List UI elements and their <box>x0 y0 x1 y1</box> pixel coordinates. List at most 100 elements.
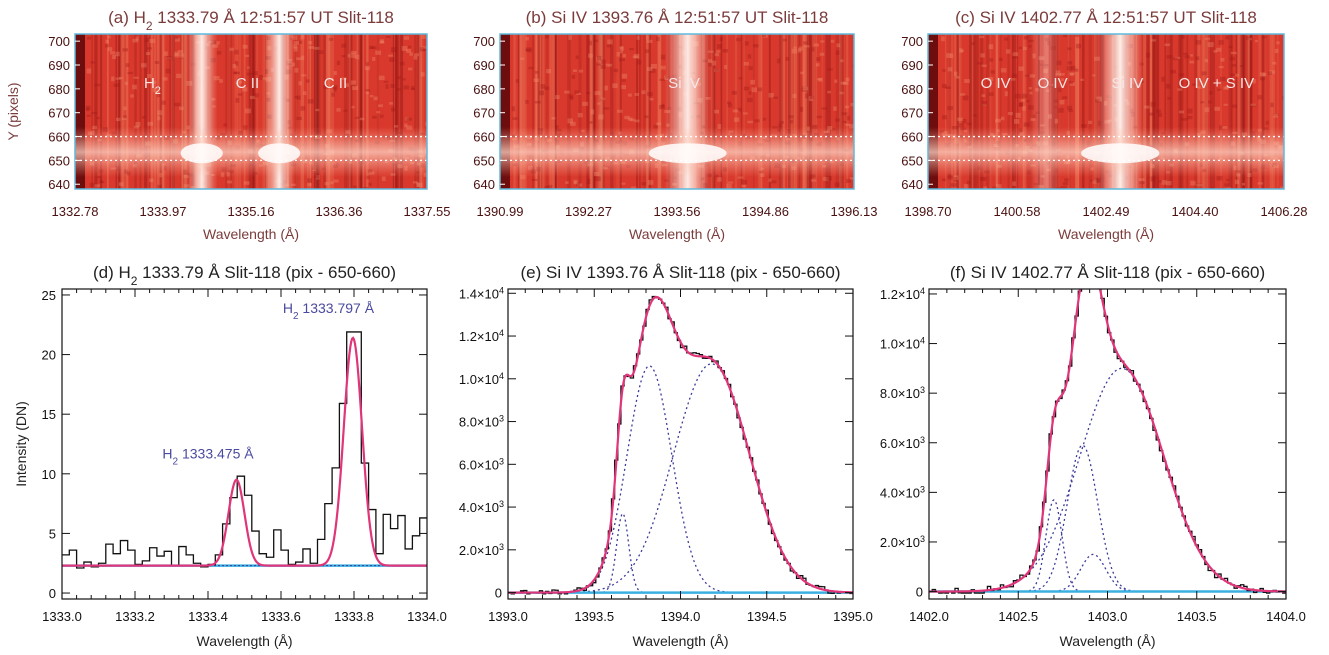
y-tick-label: 680 <box>48 82 70 97</box>
y-tick-label: 0 <box>495 586 502 601</box>
panel-title: (b) Si IV 1393.76 Å 12:51:57 UT Slit-118 <box>526 8 829 27</box>
y-tick-label: 1.2×104 <box>459 328 504 344</box>
bright-spot <box>648 143 727 164</box>
x-tick-label: 1394.0 <box>661 609 701 624</box>
x-tick-label: 1337.55 <box>404 204 451 219</box>
y-tick-label: 6.0×103 <box>459 456 504 472</box>
x-axis-label: Wavelength (Å) <box>203 226 299 242</box>
bright-band <box>75 127 427 178</box>
y-tick-label: 20 <box>42 348 56 363</box>
gaussian-component <box>508 363 853 594</box>
panel-c: (c) Si IV 1402.77 Å 12:51:57 UT Slit-118… <box>901 8 1307 242</box>
y-tick-label: 660 <box>473 130 495 145</box>
x-tick-label: 1335.16 <box>228 204 275 219</box>
y-tick-label: 0 <box>916 585 923 600</box>
x-tick-label: 1333.6 <box>261 609 301 624</box>
line-label: O IV <box>1038 75 1068 92</box>
y-tick-label: 680 <box>473 82 495 97</box>
y-tick-label: 1.2×104 <box>880 286 925 302</box>
y-tick-label: 660 <box>48 130 70 145</box>
y-tick-label: 660 <box>901 130 923 145</box>
panel-b: (b) Si IV 1393.76 Å 12:51:57 UT Slit-118… <box>473 8 877 242</box>
bright-spot <box>1081 143 1160 164</box>
panel-title: (c) Si IV 1402.77 Å 12:51:57 UT Slit-118 <box>955 8 1257 27</box>
x-tick-label: 1393.5 <box>574 609 614 624</box>
y-tick-label: 25 <box>42 288 56 303</box>
y-axis-label: Y (pixels) <box>5 82 21 140</box>
x-tick-label: 1333.8 <box>334 609 374 624</box>
y-tick-label: 0 <box>49 586 56 601</box>
y-tick-label: 700 <box>473 34 495 49</box>
y-tick-label: 680 <box>901 82 923 97</box>
y-tick-label: 690 <box>473 58 495 73</box>
x-tick-label: 1334.0 <box>407 609 447 624</box>
gaussian-component <box>508 512 853 594</box>
y-tick-label: 690 <box>901 58 923 73</box>
y-tick-label: 700 <box>48 34 70 49</box>
line-label: C II <box>236 75 259 92</box>
image-frame <box>499 33 855 190</box>
x-tick-label: 1403.5 <box>1177 609 1217 624</box>
x-tick-label: 1400.58 <box>994 204 1041 219</box>
bright-spot <box>180 143 223 164</box>
y-tick-label: 5 <box>49 526 56 541</box>
observed-spectrum <box>929 289 1286 594</box>
fit-curve <box>508 295 853 594</box>
x-tick-label: 1402.0 <box>909 609 949 624</box>
plot-frame <box>928 288 1287 600</box>
x-tick-label: 1396.13 <box>831 204 878 219</box>
x-tick-label: 1332.78 <box>52 204 99 219</box>
x-tick-label: 1394.86 <box>742 204 789 219</box>
x-tick-label: 1390.99 <box>477 204 524 219</box>
y-tick-label: 670 <box>901 106 923 121</box>
y-tick-label: 4.0×103 <box>880 484 925 500</box>
y-tick-label: 15 <box>42 407 56 422</box>
bright-spot <box>258 143 301 164</box>
x-axis-label: Wavelength (Å) <box>1058 226 1154 242</box>
y-tick-label: 650 <box>473 153 495 168</box>
x-tick-label: 1402.5 <box>998 609 1038 624</box>
panel-e: (e) Si IV 1393.76 Å Slit-118 (pix - 650-… <box>459 263 873 649</box>
y-tick-label: 1.0×104 <box>880 336 925 352</box>
x-tick-label: 1333.0 <box>42 609 82 624</box>
gaussian-component <box>929 553 1286 593</box>
line-label: Si IV <box>668 75 700 92</box>
gaussian-component <box>508 365 853 594</box>
panel-a: (a) H2 1333.79 Å 12:51:57 UT Slit-118 H2 C… <box>5 8 451 242</box>
y-tick-label: 670 <box>48 106 70 121</box>
observed-spectrum <box>62 331 427 569</box>
x-tick-label: 1393.56 <box>654 204 701 219</box>
y-tick-label: 650 <box>901 153 923 168</box>
y-tick-label: 690 <box>48 58 70 73</box>
x-tick-label: 1393.0 <box>488 609 528 624</box>
panel-title: (a) H2 1333.79 Å 12:51:57 UT Slit-118 <box>108 8 394 33</box>
y-tick-label: 670 <box>473 106 495 121</box>
gaussian-component <box>929 367 1286 593</box>
y-tick-label: 640 <box>901 177 923 192</box>
plot-frame <box>61 288 428 600</box>
spectrum-image <box>500 34 854 189</box>
y-tick-label: 700 <box>901 34 923 49</box>
line-label: C II <box>324 75 347 92</box>
plot-frame <box>507 288 854 600</box>
fit-curve <box>62 336 427 567</box>
y-tick-label: 1.4×104 <box>459 285 504 301</box>
x-tick-label: 1404.40 <box>1172 204 1219 219</box>
line-label: O IV <box>981 75 1011 92</box>
x-tick-label: 1404.0 <box>1266 609 1306 624</box>
y-tick-label: 2.0×103 <box>459 542 504 558</box>
fit-curve <box>929 289 1286 593</box>
x-tick-label: 1333.4 <box>188 609 228 624</box>
x-axis-label: Wavelength (Å) <box>197 633 293 649</box>
panel-title: (e) Si IV 1393.76 Å Slit-118 (pix - 650-… <box>520 263 840 282</box>
y-axis-label: Intensity (DN) <box>13 401 29 487</box>
x-tick-label: 1333.97 <box>140 204 187 219</box>
x-tick-label: 1406.28 <box>1261 204 1308 219</box>
panel-f: (f) Si IV 1402.77 Å Slit-118 (pix - 650-… <box>880 263 1306 649</box>
panel-title: (f) Si IV 1402.77 Å Slit-118 (pix - 650-… <box>950 263 1265 282</box>
y-tick-label: 10 <box>42 467 56 482</box>
x-tick-label: 1336.36 <box>316 204 363 219</box>
line-label: H2 <box>144 75 161 97</box>
y-tick-label: 8.0×103 <box>880 385 925 401</box>
gaussian-component <box>929 498 1286 593</box>
